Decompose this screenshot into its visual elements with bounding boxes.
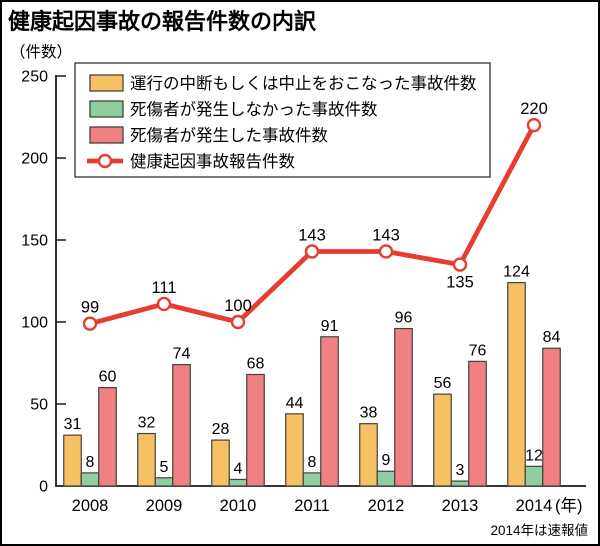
bar-value-label: 8: [308, 454, 317, 471]
x-axis-label: 2013: [442, 497, 479, 515]
legend-line-marker-icon: [97, 153, 113, 169]
bar: [507, 282, 526, 487]
bar: [433, 393, 452, 487]
bar: [450, 480, 470, 487]
data-point-marker: [156, 296, 172, 312]
data-point-marker: [452, 257, 468, 272]
x-axis-label: 2008: [72, 497, 109, 515]
bar-value-label: 74: [173, 346, 191, 363]
data-point-label: 143: [372, 226, 400, 244]
legend-swatch-casualty: [89, 126, 124, 144]
bar: [211, 439, 230, 487]
bar: [468, 360, 487, 487]
x-axis-label: 2010: [220, 497, 257, 515]
data-point-label: 143: [298, 226, 326, 244]
bar-value-label: 56: [434, 375, 452, 392]
bar: [302, 472, 322, 487]
legend-label: 死傷者が発生しなかった事故件数: [130, 100, 378, 119]
data-point-marker: [230, 314, 246, 330]
legend-swatch-operation-stop: [89, 74, 124, 92]
bar-value-label: 5: [160, 459, 169, 476]
data-point-marker: [526, 117, 542, 133]
data-point-label: 111: [151, 279, 176, 297]
x-axis-label: 2011: [294, 497, 329, 515]
bar: [63, 434, 82, 487]
chart-title: 健康起因事故の報告件数の内訳: [8, 9, 317, 34]
bar: [524, 465, 544, 487]
bar-value-label: 28: [212, 421, 230, 438]
footnote: 2014年は速報値: [490, 523, 588, 538]
y-tick-label: 150: [21, 233, 48, 250]
data-point-label: 220: [520, 100, 548, 118]
x-axis-label: 2009: [146, 497, 183, 515]
y-tick-label: 100: [21, 315, 48, 332]
bar-value-label: 68: [247, 355, 265, 372]
bar-value-label: 76: [469, 342, 487, 359]
bar: [285, 413, 304, 487]
y-tick-label: 50: [30, 397, 48, 414]
x-axis-label: 2012: [368, 497, 405, 515]
data-point-marker: [304, 244, 320, 259]
bar-value-label: 60: [99, 369, 117, 386]
data-point-label: 135: [446, 274, 474, 292]
bar: [137, 432, 156, 487]
chart-generated-layer: 0 50 100 150 200 250 31 32 28 44 38 56 124 8 5 4 8 9 3 12 60…: [21, 69, 586, 515]
bar: [172, 364, 191, 487]
bar-value-label: 96: [395, 310, 413, 327]
data-point-label: 100: [224, 297, 252, 315]
bar-value-label: 44: [286, 395, 304, 412]
legend-label: 死傷者が発生した事故件数: [130, 126, 329, 145]
data-point-marker: [82, 316, 98, 331]
bar: [542, 347, 561, 487]
y-tick-label: 200: [21, 151, 48, 168]
bar-value-label: 8: [86, 454, 95, 471]
y-tick-label: 0: [39, 479, 48, 496]
bar: [154, 477, 174, 487]
data-point-label: 99: [81, 299, 99, 317]
legend-label: 健康起因事故報告件数: [130, 152, 296, 171]
bar: [228, 478, 248, 487]
legend-label: 運行の中断もしくは中止をおこなった事故件数: [130, 74, 477, 93]
bar: [98, 387, 117, 487]
bar: [80, 472, 100, 487]
bar: [376, 470, 396, 487]
bar-value-label: 124: [503, 264, 530, 281]
bar-value-label: 84: [543, 329, 561, 346]
legend: 運行の中断もしくは中止をおこなった事故件数 死傷者が発生しなかった事故件数 死傷…: [74, 62, 491, 178]
bar-value-label: 9: [382, 452, 391, 469]
bar-value-label: 12: [525, 447, 543, 464]
y-tick-label: 250: [21, 69, 48, 86]
bar-value-label: 38: [360, 405, 378, 422]
bar-value-label: 4: [234, 460, 243, 477]
bar-value-label: 3: [456, 462, 465, 479]
data-point-marker: [378, 244, 394, 259]
bar: [246, 373, 265, 487]
bar-value-label: 91: [321, 318, 339, 335]
bar: [320, 336, 339, 487]
x-axis-suffix-label: (年): [555, 496, 583, 515]
legend-swatch-no-casualty: [89, 100, 124, 118]
y-axis-unit-label: （件数）: [10, 43, 72, 61]
bar-value-label: 32: [138, 415, 156, 432]
x-axis-label: 2014: [516, 497, 553, 515]
bar: [359, 423, 378, 487]
bar-value-label: 31: [64, 416, 82, 433]
bar: [394, 327, 413, 487]
legend-box: [74, 62, 491, 178]
